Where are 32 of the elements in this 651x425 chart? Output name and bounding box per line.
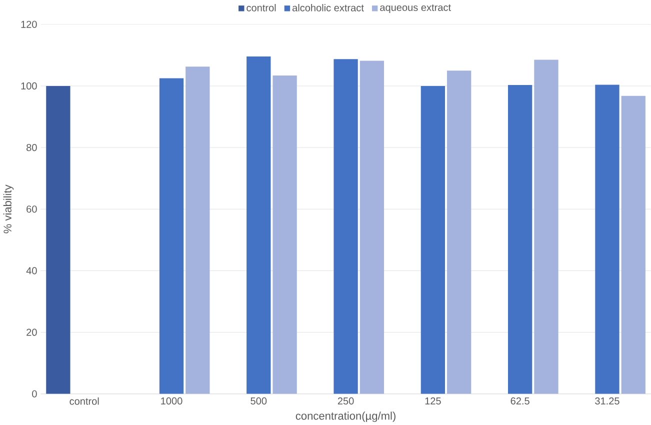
x-tick-label: 250 <box>338 397 354 404</box>
y-tick-label: 60 <box>26 205 37 213</box>
x-axis-title: concentration(µg/ml) <box>296 412 396 422</box>
y-tick-label: 120 <box>21 20 37 28</box>
bar <box>334 59 358 394</box>
y-tick-label: 0 <box>32 390 37 398</box>
legend-label: control <box>246 4 276 12</box>
bar <box>360 60 384 394</box>
x-tick-label: 31.25 <box>595 397 620 404</box>
x-tick-label: 125 <box>425 397 441 404</box>
y-tick-label: 80 <box>26 144 37 151</box>
bar <box>272 75 297 394</box>
bar <box>186 66 210 394</box>
y-tick-label: 100 <box>21 82 37 90</box>
legend-label: aqueous extract <box>380 4 451 13</box>
bar <box>595 84 620 394</box>
legend-label: alcoholic extract <box>292 4 364 12</box>
bar <box>508 84 532 394</box>
y-tick-label: 40 <box>26 267 37 274</box>
x-tick-label: 1000 <box>161 397 182 404</box>
bar <box>534 60 558 394</box>
bar <box>621 96 646 394</box>
y-axis-title: % viability <box>3 184 14 234</box>
x-tick-label: 500 <box>250 397 267 404</box>
bar <box>46 86 70 394</box>
bar <box>246 56 271 394</box>
x-tick-label: control <box>70 397 99 405</box>
x-tick-label: 62.5 <box>510 397 530 404</box>
y-tick-label: 20 <box>26 328 37 336</box>
bar <box>447 70 472 394</box>
bar <box>420 86 446 394</box>
bar <box>159 78 184 394</box>
